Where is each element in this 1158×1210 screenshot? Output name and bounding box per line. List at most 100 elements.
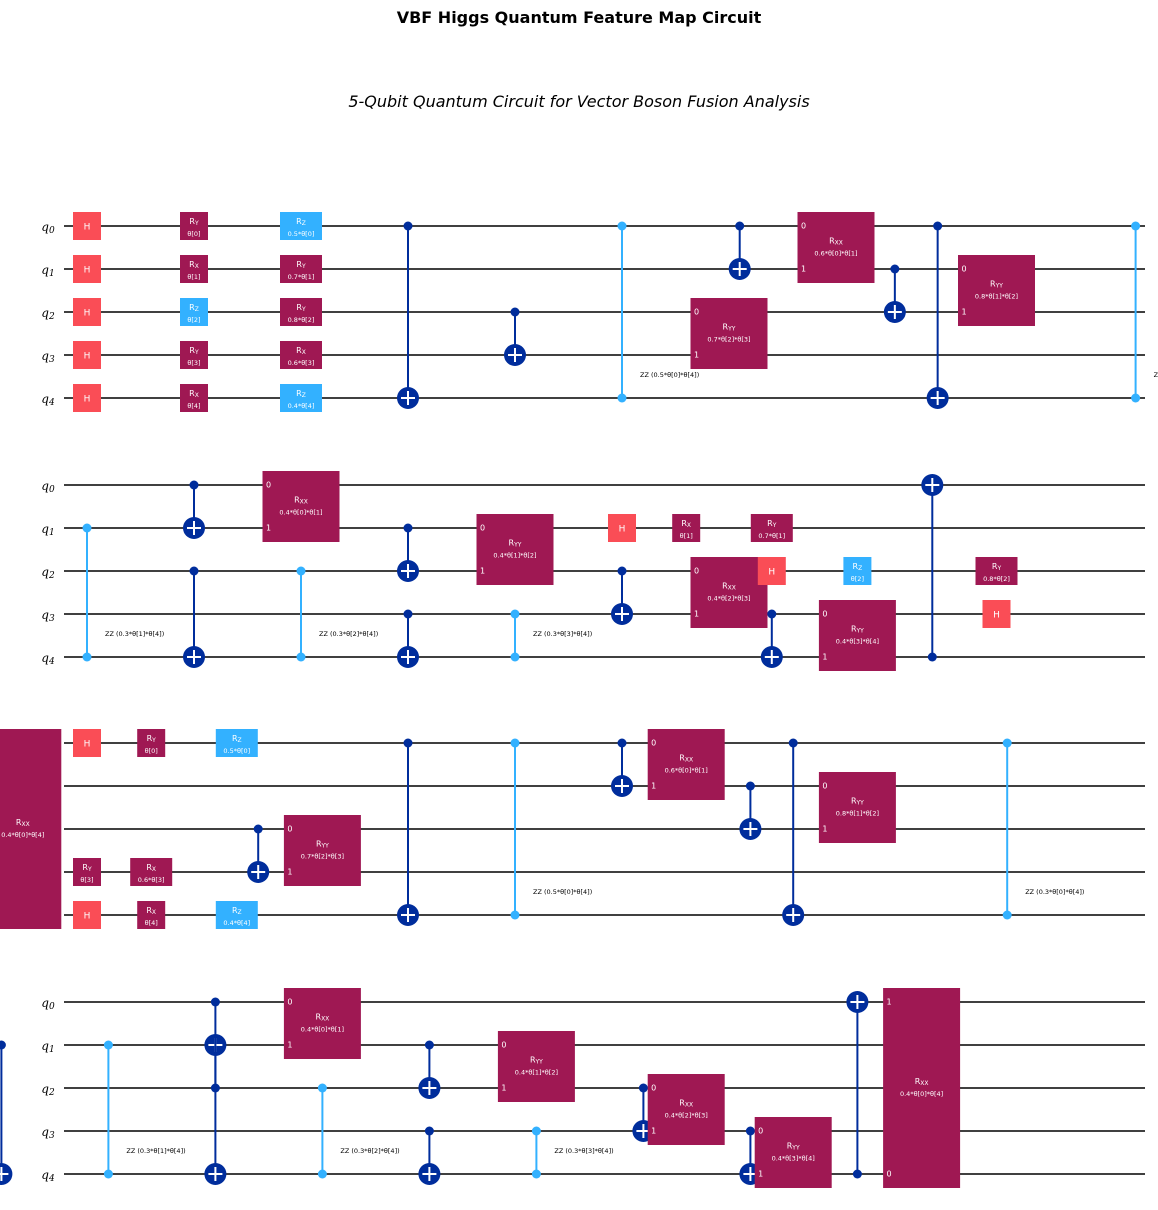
two-qubit-gate [283,988,361,1059]
hadamard-gate [73,384,101,412]
cnot-control-dot [745,1126,755,1136]
rotation-gate [843,557,872,585]
gate-port-label: 0 [651,739,656,748]
gate-port-label: 1 [887,998,892,1007]
gate-param: 0.4*θ[4] [223,919,250,927]
gate-port-label: 1 [480,567,485,576]
zz-label: ZZ (0.3*θ[2]*θ[4]) [340,1147,399,1155]
gate-param: θ[1] [680,532,693,540]
zz-dot [103,1169,113,1179]
gate-label: RY [189,346,199,356]
cnot-control-dot [403,523,413,533]
gate-label: RZ [296,389,306,399]
gate-port-label: 0 [822,610,827,619]
gate-label: RYY [723,322,736,332]
gate-port-label: 1 [694,610,699,619]
cnot-control-dot [403,609,413,619]
cnot-control-dot [403,738,413,748]
gate-label: RYY [787,1141,800,1151]
hadamard-gate [73,901,101,929]
gate-port-label: 0 [266,481,271,490]
gate-param: θ[0] [187,230,200,238]
rotation-gate [280,298,322,326]
gate-label: RY [296,303,306,313]
zz-dot [103,1040,113,1050]
gate-label: H [84,266,91,276]
rotation-gate [280,384,322,412]
gate-param: 0.7*θ[2]*θ[3] [301,853,344,861]
zz-dot [317,1169,327,1179]
gate-label: RZ [296,217,306,227]
gate-label: RXX [722,581,736,591]
gate-label: RYY [316,839,329,849]
rotation-gate [73,858,101,886]
rotation-gate [180,212,208,240]
gate-label: RZ [232,734,242,744]
gate-label: RY [992,562,1002,572]
gate-param: 0.6*θ[3] [288,359,315,367]
zz-dot [510,738,520,748]
cnot-control-dot [767,609,777,619]
zz-dot [617,393,627,403]
rotation-gate [215,729,258,757]
cnot-control-dot [745,781,755,791]
gate-port-label: 1 [822,825,827,834]
qubit-label: q1 [41,263,54,279]
qubit-label: q2 [41,565,55,581]
qubit-label: q3 [41,608,55,624]
gate-param: 0.7*θ[2]*θ[3] [707,336,750,344]
gate-param: θ[3] [80,876,93,884]
hadamard-gate [73,298,101,326]
hadamard-gate [73,255,101,283]
gate-label: RX [146,906,156,916]
gate-label: RY [147,734,157,744]
rotation-gate [280,255,322,283]
gate-label: RYY [509,538,522,548]
gate-label: H [84,309,91,319]
gate-param: 0.8*θ[1]*θ[2] [975,293,1018,301]
gate-label: H [993,611,1000,621]
figure-title: VBF Higgs Quantum Feature Map Circuit [396,8,762,27]
rotation-gate [137,729,166,757]
gate-label: RX [681,519,691,529]
gate-param: 0.7*θ[1] [758,532,785,540]
qubit-label: q0 [41,220,55,236]
zz-dot [510,652,520,662]
gate-port-label: 1 [758,1170,763,1179]
two-qubit-gate [262,471,340,542]
gate-port-label: 0 [501,1041,506,1050]
gate-param: 0.5*θ[0] [223,747,250,755]
cnot-control-dot [424,1040,434,1050]
cnot-control-dot [253,824,263,834]
qubit-label: q0 [41,479,55,495]
gate-param: 0.4*θ[0]*θ[1] [279,509,322,517]
gate-port-label: 0 [801,222,806,231]
gate-port-label: 1 [651,1127,656,1136]
rotation-gate [215,901,258,929]
cnot-control-dot [403,221,413,231]
gate-param: 0.4*θ[0]*θ[4] [1,831,44,839]
cnot-control-dot [510,307,520,317]
rotation-gate [750,514,793,542]
gate-label: RY [189,217,199,227]
cnot-control-dot [890,264,900,274]
hadamard-gate [982,600,1011,628]
gate-port-label: 1 [961,308,966,317]
gate-label: RXX [679,1098,693,1108]
qubit-label: q2 [41,1082,55,1098]
rotation-gate [280,212,322,240]
two-qubit-gate [497,1031,575,1102]
gate-label: H [84,352,91,362]
gate-param: θ[4] [145,919,158,927]
rotation-gate [130,858,173,886]
hadamard-gate [73,729,101,757]
gate-param: θ[2] [187,316,200,324]
qubit-label: q4 [41,651,55,667]
cnot-control-dot [617,566,627,576]
gate-param: 0.4*θ[2]*θ[3] [707,595,750,603]
gate-label: RY [296,260,306,270]
qubit-label: q4 [41,392,55,408]
cnot-control-dot [933,221,943,231]
rotation-gate [180,298,208,326]
gate-label: RXX [16,818,30,828]
